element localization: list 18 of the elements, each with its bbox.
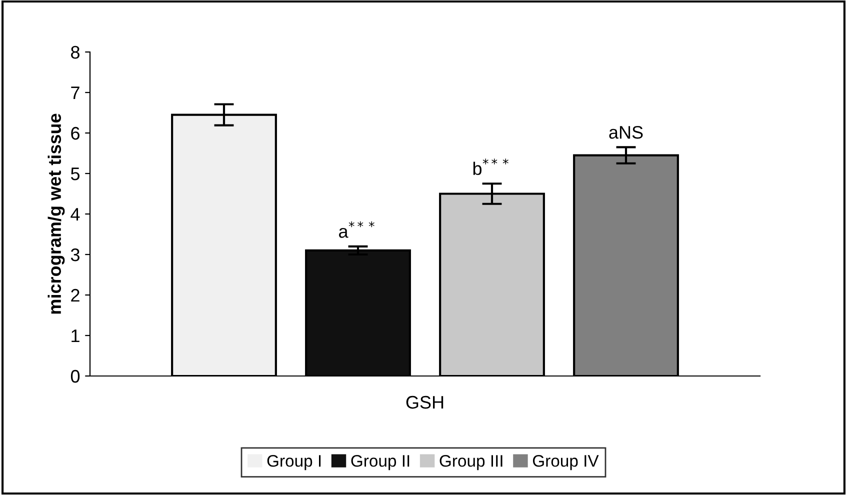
y-tick-label: 6 [71, 126, 80, 140]
data-label: aNS [609, 126, 643, 139]
y-axis-title: microgram/g wet tissue [48, 114, 65, 314]
y-tick-label: 7 [71, 86, 80, 100]
legend-label: Group I [267, 455, 321, 470]
legend-label: Group II [351, 455, 410, 470]
y-tick-label: 5 [70, 168, 80, 180]
legend-label: Group IV [532, 455, 599, 470]
legend-label: Group III [440, 455, 502, 470]
y-tick-label: 4 [70, 208, 80, 221]
y-tick-label: 0 [70, 370, 80, 383]
y-tick-label: 2 [71, 288, 80, 302]
y-tick-label: 3 [70, 248, 80, 262]
y-tick-label: 1 [72, 330, 80, 342]
data-label: b$^{***}$ [473, 158, 508, 176]
data-label: a$^{***}$ [338, 221, 374, 238]
y-tick-label: 8 [71, 46, 80, 59]
x-tick-label: GSH [406, 396, 444, 409]
